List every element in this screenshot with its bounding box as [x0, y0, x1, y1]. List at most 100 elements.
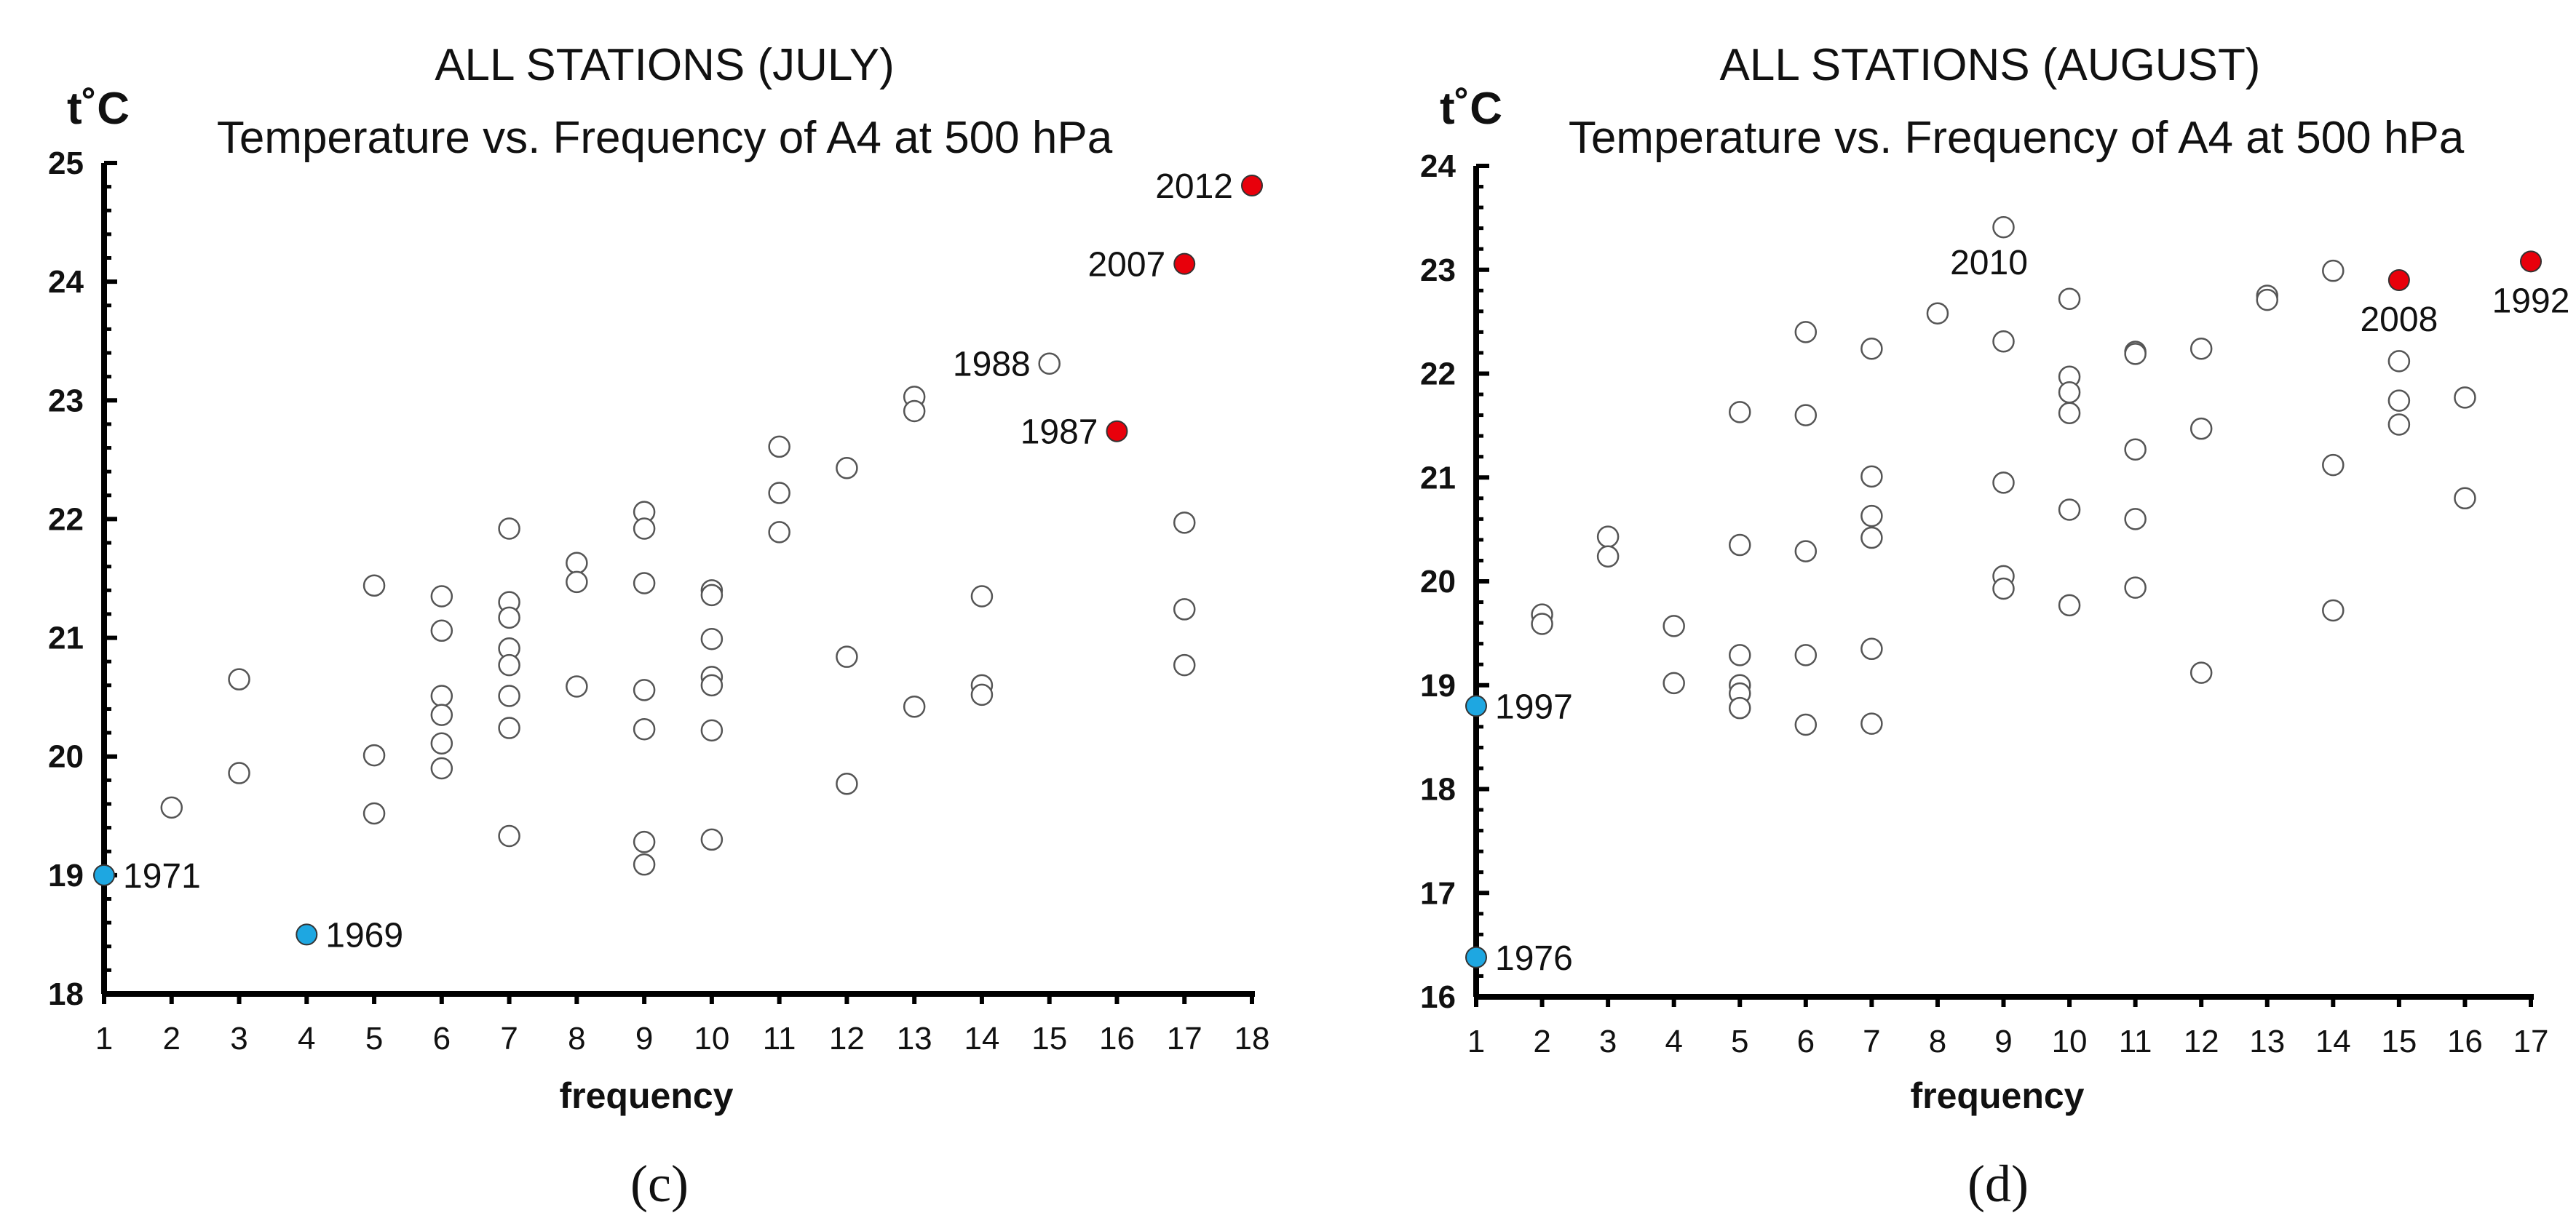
chart-title-line-1: ALL STATIONS (AUGUST) — [1720, 40, 2261, 90]
x-tick-label: 9 — [1994, 1024, 2012, 1059]
data-point-hot — [2387, 269, 2410, 292]
x-tick-label: 12 — [829, 1021, 865, 1056]
data-point-hot — [2520, 250, 2542, 273]
data-point — [1992, 577, 2015, 600]
data-point — [836, 457, 858, 479]
data-point — [1794, 644, 1818, 666]
data-point — [362, 574, 386, 597]
data-point — [2387, 413, 2411, 436]
data-point — [2124, 576, 2147, 599]
y-tick-label: 20 — [48, 739, 84, 775]
data-point-hot — [1241, 174, 1263, 196]
data-point — [498, 653, 520, 677]
data-point — [1794, 540, 1818, 562]
data-point — [1860, 337, 1883, 360]
y-tick-label: 25 — [48, 146, 84, 181]
point-annotation: 2012 — [1155, 167, 1233, 206]
data-point — [1992, 330, 2015, 353]
data-point — [1992, 215, 2015, 239]
point-annotation: 2010 — [1950, 244, 2028, 282]
x-tick-label: 4 — [298, 1021, 315, 1056]
chart-title-line-1: ALL STATIONS (JULY) — [435, 40, 895, 90]
y-tick-label: 18 — [1420, 772, 1456, 808]
data-point — [1531, 613, 1553, 635]
data-point — [633, 853, 656, 876]
data-point-hot — [1173, 252, 1196, 275]
y-tick-label: 21 — [1420, 460, 1456, 495]
data-point — [2454, 386, 2476, 409]
data-point — [1038, 352, 1061, 375]
y-tick-label: 23 — [48, 383, 84, 418]
x-tick-label: 18 — [1235, 1021, 1270, 1056]
y-axis-label: t˚C — [67, 84, 130, 134]
panel-label: (d) — [1967, 1155, 2029, 1213]
data-point — [498, 685, 520, 707]
x-tick-label: 9 — [635, 1021, 653, 1056]
point-annotation: 1969 — [325, 916, 403, 955]
data-point — [160, 796, 183, 819]
data-point — [2124, 438, 2147, 461]
data-point — [228, 668, 250, 690]
data-point — [2058, 594, 2081, 617]
x-tick-label: 12 — [2184, 1024, 2219, 1059]
data-point — [1662, 672, 1685, 695]
data-point — [1794, 404, 1818, 426]
point-annotation: 1976 — [1495, 939, 1573, 978]
data-point — [1794, 321, 1818, 343]
y-tick-label: 24 — [48, 264, 84, 300]
data-point — [1173, 653, 1196, 677]
x-tick-label: 2 — [1533, 1024, 1550, 1059]
data-point-cold — [296, 923, 318, 946]
data-point — [970, 683, 994, 706]
data-point — [362, 744, 386, 767]
data-point — [633, 830, 656, 853]
y-tick-label: 21 — [48, 621, 84, 656]
data-point — [2124, 343, 2147, 365]
data-point — [1992, 471, 2015, 494]
data-point — [2322, 453, 2345, 477]
y-tick-label: 24 — [1420, 148, 1456, 184]
x-tick-label: 17 — [1167, 1021, 1202, 1056]
x-tick-label: 11 — [2119, 1024, 2152, 1059]
x-tick-label: 7 — [500, 1021, 518, 1056]
point-annotation: 1987 — [1021, 413, 1098, 452]
data-point-hot — [1106, 420, 1128, 442]
point-annotation: 1988 — [953, 346, 1031, 384]
x-axis-label: frequency — [560, 1075, 734, 1116]
data-point — [836, 645, 858, 668]
data-point — [430, 704, 453, 726]
data-point — [566, 552, 588, 575]
data-point — [633, 717, 656, 741]
data-point — [2124, 508, 2147, 530]
x-tick-label: 2 — [163, 1021, 181, 1056]
data-point — [1860, 526, 1883, 549]
data-point — [1729, 696, 1751, 720]
x-tick-label: 16 — [2447, 1024, 2483, 1059]
data-point — [430, 732, 453, 755]
data-point — [498, 824, 520, 848]
data-point — [1860, 504, 1883, 528]
data-point — [700, 584, 724, 607]
x-tick-label: 15 — [2381, 1024, 2417, 1059]
data-point-cold — [1465, 946, 1487, 968]
data-point — [430, 757, 453, 780]
data-point — [430, 685, 453, 707]
x-tick-label: 17 — [2513, 1024, 2549, 1059]
y-tick-label: 20 — [1420, 564, 1456, 600]
data-point — [362, 802, 386, 825]
data-point — [1173, 512, 1196, 534]
x-tick-label: 4 — [1665, 1024, 1682, 1059]
data-point — [430, 619, 453, 642]
x-tick-label: 1 — [1467, 1024, 1485, 1059]
x-tick-label: 7 — [1863, 1024, 1880, 1059]
point-annotation: 2007 — [1087, 246, 1165, 284]
y-tick-label: 17 — [1420, 875, 1456, 911]
data-point — [498, 517, 520, 540]
panel-label: (c) — [630, 1155, 689, 1213]
x-tick-label: 13 — [897, 1021, 932, 1056]
data-point-cold — [93, 864, 115, 886]
x-tick-label: 14 — [964, 1021, 999, 1056]
x-tick-label: 15 — [1031, 1021, 1067, 1056]
